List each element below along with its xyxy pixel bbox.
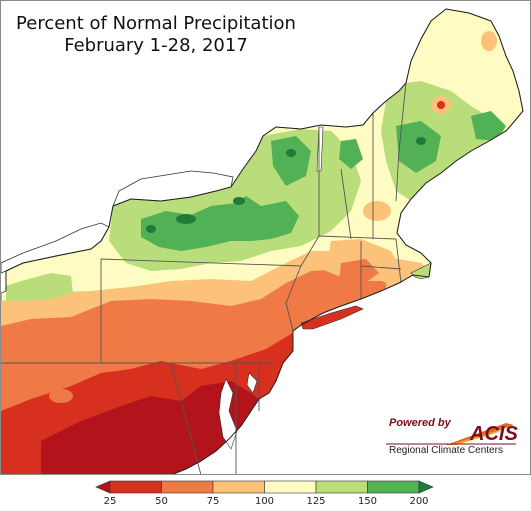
- zone-150-200: [141, 196, 299, 251]
- legend-tick-label: 150: [357, 496, 378, 507]
- map-subtitle: February 1-28, 2017: [64, 35, 248, 56]
- legend-bin-125-150: [315, 480, 368, 494]
- legend-tick-label: 75: [206, 496, 220, 507]
- chesapeake-bay: [218, 378, 238, 450]
- legend-tick-label: 25: [103, 496, 117, 507]
- precipitation-map: [1, 8, 524, 474]
- state-borders: [1, 82, 407, 474]
- acis-subtitle: Regional Climate Centers: [389, 445, 503, 456]
- legend-tick-label: 50: [155, 496, 168, 507]
- zone-above-200: [176, 214, 196, 224]
- legend-bin-150-200: [367, 480, 420, 494]
- legend-tick-label: 200: [409, 496, 429, 507]
- long-island: [300, 305, 364, 330]
- legend-tick-label: 100: [254, 496, 275, 507]
- legend-bin-75-100: [212, 480, 265, 494]
- legend-tick-label: 125: [306, 496, 326, 507]
- map-frame: Percent of Normal Precipitation February…: [0, 0, 531, 475]
- lake-champlain: [316, 126, 324, 172]
- acis-powered-by: Powered by: [389, 417, 451, 429]
- delaware-bay: [246, 372, 258, 394]
- map-title: Percent of Normal Precipitation: [16, 13, 296, 34]
- legend-colorbar: [95, 480, 434, 494]
- legend-bin-above-200: [418, 480, 434, 494]
- legend-bin-100-125: [264, 480, 317, 494]
- acis-logo-text: ACIS: [470, 423, 518, 445]
- acis-logo-swoosh: [386, 423, 516, 445]
- legend-bin-25-50: [109, 480, 162, 494]
- legend-bin-50-75: [161, 480, 214, 494]
- legend-bin-below-25: [95, 480, 111, 494]
- zone-below-25: [41, 381, 261, 474]
